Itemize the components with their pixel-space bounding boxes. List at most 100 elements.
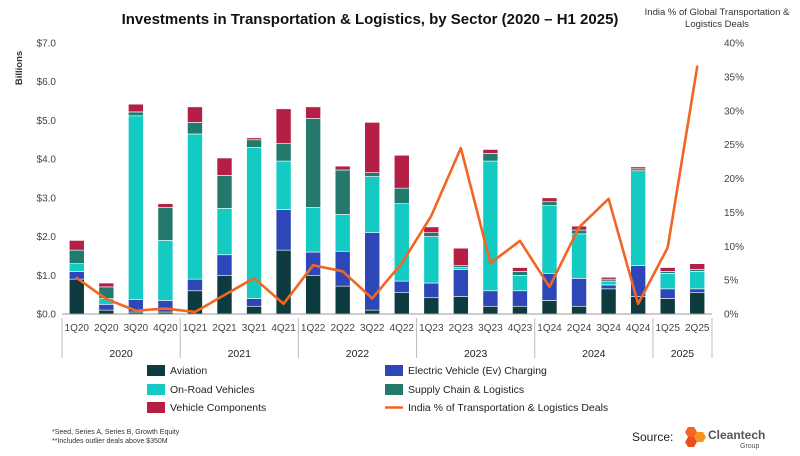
- bar-segment: [482, 290, 499, 307]
- bar-segment: [659, 267, 676, 272]
- x-tick-label: 1Q20: [65, 323, 90, 334]
- y-tick-label: $5.0: [37, 116, 57, 127]
- group-label: 2022: [346, 348, 370, 360]
- bar-segment: [512, 271, 528, 276]
- bar-segment: [453, 247, 469, 266]
- bar-segment: [275, 108, 292, 144]
- bar-segment: [68, 240, 85, 251]
- source-label: Source:: [632, 430, 673, 444]
- bar-segment: [187, 278, 203, 292]
- bar-segment: [423, 297, 440, 315]
- bar-segment: [216, 254, 233, 276]
- bar-segment: [423, 232, 440, 237]
- x-tick-label: 4Q23: [508, 323, 533, 334]
- bar-segment: [512, 274, 528, 292]
- bar-segment: [68, 278, 85, 315]
- bar-segment: [334, 285, 351, 315]
- bar-segment: [216, 208, 233, 256]
- x-tick-label: 3Q24: [596, 323, 621, 334]
- y2-tick-label: 10%: [724, 242, 744, 253]
- bar-segment: [541, 201, 558, 206]
- bar-segment: [571, 278, 587, 307]
- y-tick-label: $0.0: [37, 310, 57, 321]
- bar-segment: [512, 267, 528, 272]
- y-tick-label: $2.0: [37, 232, 57, 243]
- y2-tick-label: 0%: [724, 310, 739, 321]
- y-axis-label: Billions: [14, 51, 25, 85]
- x-tick-label: 4Q24: [626, 323, 651, 334]
- bar-segment: [393, 292, 410, 315]
- bar-segment: [689, 263, 706, 270]
- bar-segment: [541, 197, 558, 203]
- bar-segment: [187, 122, 203, 135]
- y2-tick-label: 40%: [724, 39, 744, 50]
- bar-segment: [305, 118, 321, 208]
- y2-axis-label-line1: India % of Global Transportation &: [645, 7, 790, 18]
- x-tick-label: 1Q23: [419, 323, 444, 334]
- x-tick-label: 3Q20: [124, 323, 149, 334]
- x-tick-label: 4Q22: [390, 323, 415, 334]
- bar-segment: [246, 298, 262, 307]
- x-tick-label: 1Q22: [301, 323, 326, 334]
- legend-swatch: [385, 384, 403, 395]
- bar-segment: [482, 149, 499, 154]
- bar-segment: [246, 139, 262, 148]
- bar-segment: [393, 280, 410, 294]
- bar-segment: [512, 305, 528, 315]
- bar-segment: [128, 103, 144, 113]
- legend: Aviation Electric Vehicle (Ev) Charging On…: [147, 365, 608, 414]
- bar-segment: [68, 263, 85, 272]
- bar-segment: [334, 214, 351, 252]
- group-label: 2024: [582, 348, 606, 360]
- bar-segment: [128, 111, 144, 117]
- bar-segment: [128, 115, 144, 300]
- x-tick-label: 4Q20: [153, 323, 178, 334]
- bar-segment: [68, 249, 85, 264]
- bar-segment: [305, 274, 321, 315]
- bar-segment: [453, 296, 469, 315]
- bar-segment: [305, 106, 321, 119]
- footnote-2: **Includes outlier deals above $350M: [52, 438, 168, 445]
- bar-segment: [482, 305, 499, 315]
- bar-segment: [512, 290, 528, 307]
- bar-segment: [600, 284, 617, 290]
- bar-segment: [334, 165, 351, 171]
- y2-tick-label: 15%: [724, 208, 744, 219]
- group-label: 2025: [671, 348, 695, 360]
- bar-segment: [630, 166, 646, 170]
- footnote-1: *Seed, Series A, Series B, Growth Equity: [52, 429, 180, 436]
- bar-segment: [571, 305, 587, 315]
- bar-segment: [689, 271, 706, 290]
- bar-segment: [600, 288, 617, 315]
- x-tick-label: 3Q21: [242, 323, 267, 334]
- legend-label: India % of Transportation & Logistics De…: [408, 402, 608, 414]
- bar-segment: [453, 269, 469, 297]
- bar-segment: [364, 172, 381, 177]
- bar-segment: [364, 122, 381, 173]
- x-tick-label: 3Q22: [360, 323, 385, 334]
- x-tick-label: 2Q25: [685, 323, 710, 334]
- bar-segment: [600, 280, 617, 286]
- x-tick-label: 1Q25: [655, 323, 680, 334]
- bar-segment: [393, 187, 410, 204]
- bar-segment: [98, 282, 115, 288]
- bar-segment: [275, 209, 292, 251]
- bar-segment: [659, 273, 676, 290]
- y2-tick-label: 5%: [724, 276, 739, 287]
- legend-label: Electric Vehicle (Ev) Charging: [408, 365, 547, 377]
- legend-swatch: [385, 365, 403, 376]
- bar-segment: [482, 160, 499, 292]
- bar-segment: [659, 288, 676, 299]
- bar-segment: [364, 176, 381, 234]
- bar-segment: [541, 205, 558, 274]
- x-tick-label: 2Q21: [212, 323, 237, 334]
- line-series: [75, 65, 699, 314]
- y2-tick-label: 20%: [724, 174, 744, 185]
- india-share-line: [75, 65, 699, 314]
- bar-segment: [630, 170, 646, 266]
- y2-tick-label: 30%: [724, 106, 744, 117]
- bar-segment: [423, 282, 440, 299]
- bar-segment: [689, 288, 706, 294]
- legend-swatch: [147, 384, 165, 395]
